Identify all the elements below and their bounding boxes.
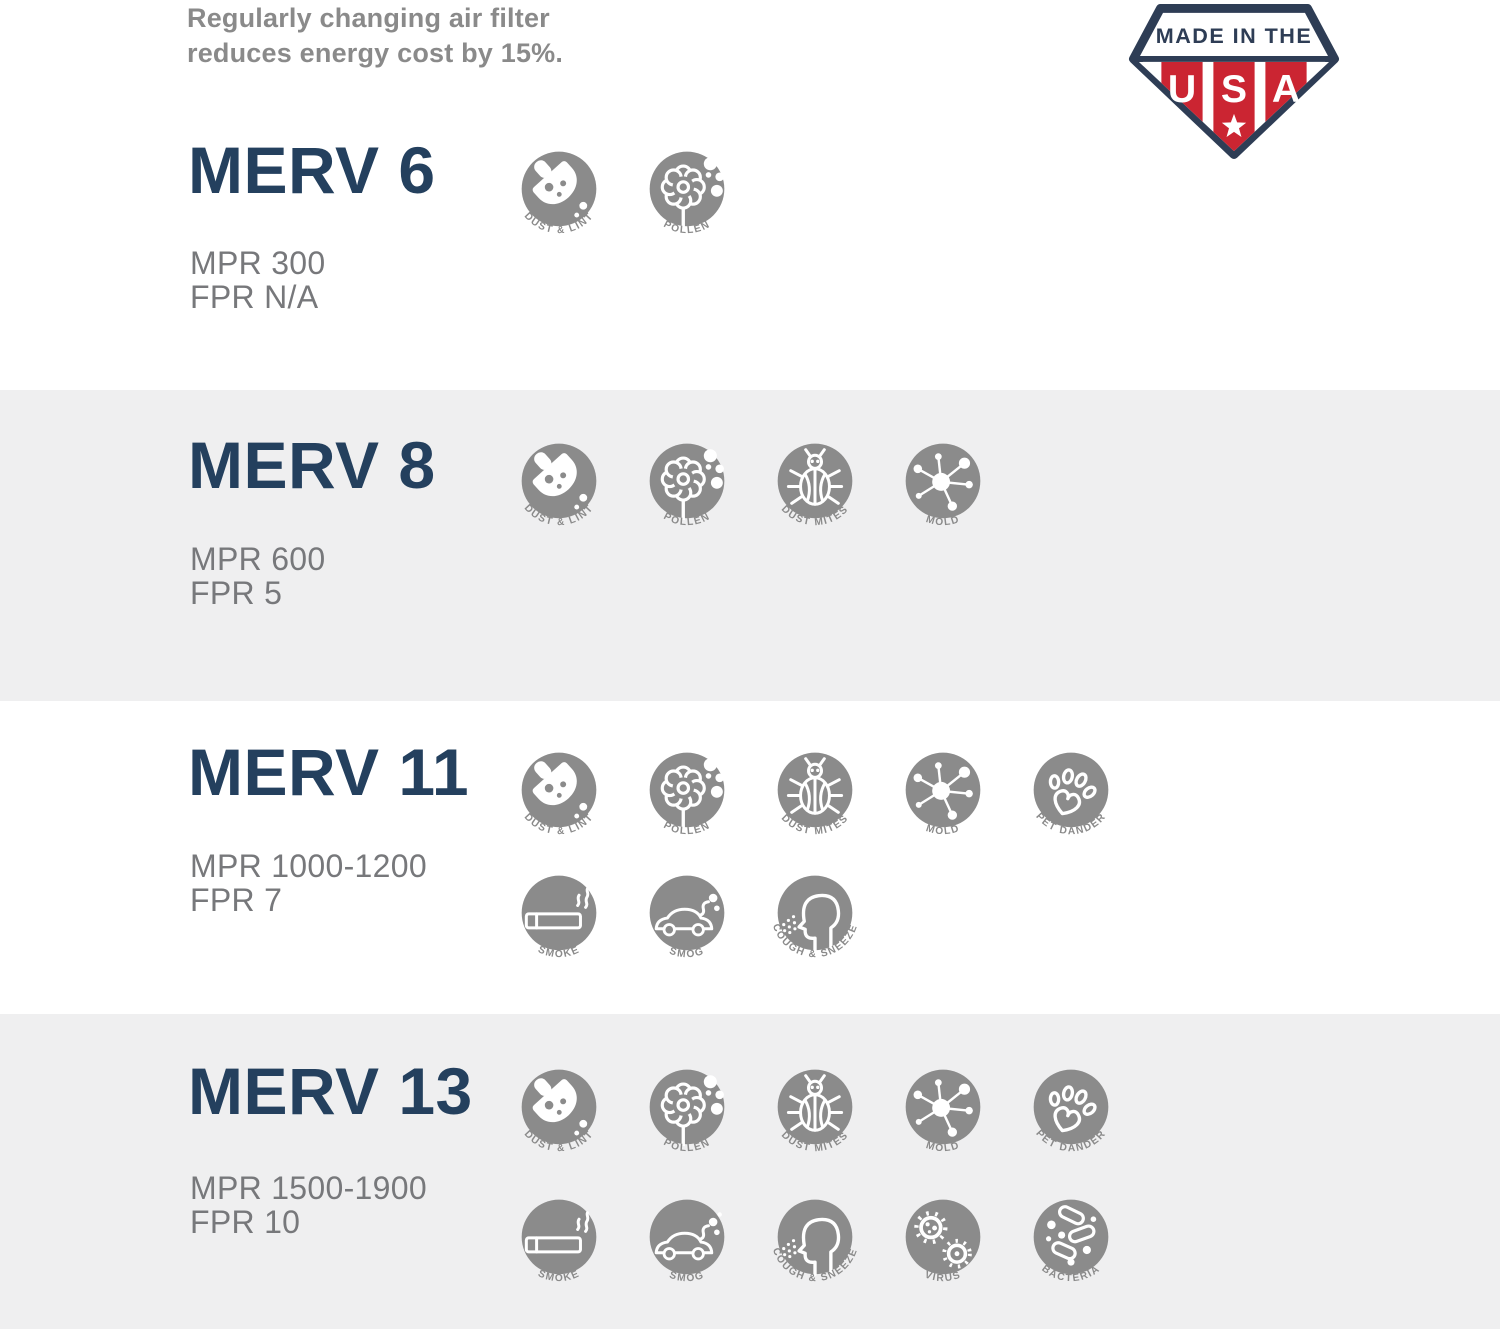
- merv-8-icon-rows: DUST & LINT POLLEN DUST MITES MOLD: [503, 438, 999, 550]
- icon-curved-label: POLLEN: [662, 219, 713, 236]
- icon-row: DUST & LINT POLLEN: [503, 146, 743, 258]
- dust-lint-icon: DUST & LINT: [519, 439, 597, 528]
- mold-icon: MOLD: [905, 752, 981, 837]
- icon-row: SMOKE SMOG COUGH & SNEEZE VIRUS BACTERIA: [503, 1194, 1127, 1306]
- icon-row: SMOKE SMOG COUGH & SNEEZE: [503, 870, 1127, 982]
- merv-11-fpr: FPR 7: [190, 882, 283, 918]
- section-merv-6: Regularly changing air filter reduces en…: [0, 0, 1500, 390]
- icon-curved-label: SMOKE: [536, 944, 582, 960]
- usa-letter-s: S: [1221, 67, 1247, 111]
- icon-curved-label: SMOG: [668, 946, 706, 961]
- merv-13-title: MERV 13: [188, 1054, 473, 1128]
- icon-disc: [1033, 752, 1109, 828]
- icon-disc: [1033, 1069, 1109, 1145]
- pollen-icon: POLLEN: [649, 752, 726, 837]
- section-merv-13: MERV 13 MPR 1500-1900 FPR 10 DUST & LINT…: [0, 1014, 1500, 1329]
- icon-curved-label: SMOKE: [536, 1268, 582, 1284]
- icon-disc: [777, 875, 853, 951]
- cough-sneeze-icon: COUGH & SNEEZE: [770, 875, 859, 960]
- merv-11-specs: MPR 1000-1200 FPR 7: [190, 849, 427, 917]
- icon-curved-label: MOLD: [924, 823, 961, 837]
- merv-11-title: MERV 11: [188, 735, 470, 809]
- usa-badge-banner-text: MADE IN THE: [1156, 23, 1312, 48]
- merv-11-icon-rows: DUST & LINT POLLEN DUST MITES MOLD PET D…: [503, 747, 1127, 982]
- dust-mites-icon: DUST MITES: [777, 1069, 853, 1154]
- usa-letter-u: U: [1168, 67, 1196, 111]
- mold-icon: MOLD: [905, 1069, 981, 1154]
- merv-8-mpr: MPR 600: [190, 541, 326, 577]
- merv-6-specs: MPR 300 FPR N/A: [190, 246, 326, 314]
- cough-sneeze-icon: COUGH & SNEEZE: [770, 1199, 859, 1284]
- merv-8-fpr: FPR 5: [190, 575, 283, 611]
- merv-8-title: MERV 8: [188, 428, 436, 502]
- dust-mites-icon: DUST MITES: [777, 443, 853, 528]
- energy-note-line1: Regularly changing air filter: [187, 3, 550, 33]
- smoke-icon: SMOKE: [521, 875, 597, 960]
- pet-dander-icon: PET DANDER: [1033, 1069, 1109, 1154]
- icon-disc: [649, 875, 725, 951]
- smoke-icon: SMOKE: [521, 1199, 597, 1284]
- icon-curved-label: MOLD: [924, 514, 961, 528]
- mold-icon: MOLD: [905, 443, 981, 528]
- bacteria-icon: BACTERIA: [1033, 1199, 1109, 1284]
- merv-13-mpr: MPR 1500-1900: [190, 1170, 427, 1206]
- merv-6-fpr: FPR N/A: [190, 279, 319, 315]
- pollen-icon: POLLEN: [649, 443, 726, 528]
- icon-disc: [649, 1199, 725, 1275]
- section-merv-8: MERV 8 MPR 600 FPR 5 DUST & LINT POLLEN …: [0, 390, 1500, 701]
- merv-6-title: MERV 6: [188, 133, 436, 207]
- energy-note: Regularly changing air filter reduces en…: [187, 1, 563, 71]
- section-merv-11: MERV 11 MPR 1000-1200 FPR 7 DUST & LINT …: [0, 701, 1500, 1014]
- merv-13-specs: MPR 1500-1900 FPR 10: [190, 1171, 427, 1239]
- icon-row: DUST & LINT POLLEN DUST MITES MOLD PET D…: [503, 747, 1127, 859]
- usa-badge-star-icon: [1221, 113, 1247, 137]
- icon-curved-label: VIRUS: [923, 1270, 963, 1285]
- dust-mites-icon: DUST MITES: [777, 752, 853, 837]
- icon-curved-label: POLLEN: [662, 1137, 713, 1154]
- smog-icon: SMOG: [649, 875, 725, 961]
- merv-11-mpr: MPR 1000-1200: [190, 848, 427, 884]
- pollen-icon: POLLEN: [649, 1069, 726, 1154]
- pollen-icon: POLLEN: [649, 151, 726, 236]
- merv-8-specs: MPR 600 FPR 5: [190, 542, 326, 610]
- dust-lint-icon: DUST & LINT: [519, 147, 597, 236]
- energy-note-line2: reduces energy cost by 15%.: [187, 38, 564, 68]
- made-in-usa-badge: MADE IN THE U S A: [1129, 3, 1339, 160]
- icon-disc: [777, 1199, 853, 1275]
- icon-curved-label: SMOG: [668, 1270, 706, 1285]
- merv-6-icon-rows: DUST & LINT POLLEN: [503, 146, 743, 258]
- icon-row: DUST & LINT POLLEN DUST MITES MOLD: [503, 438, 999, 550]
- dust-lint-icon: DUST & LINT: [519, 1065, 597, 1154]
- icon-row: DUST & LINT POLLEN DUST MITES MOLD PET D…: [503, 1064, 1127, 1176]
- pet-dander-icon: PET DANDER: [1033, 752, 1109, 837]
- smog-icon: SMOG: [649, 1199, 725, 1285]
- virus-icon: VIRUS: [905, 1199, 981, 1285]
- icon-curved-label: POLLEN: [662, 511, 713, 528]
- icon-curved-label: POLLEN: [662, 820, 713, 837]
- merv-6-mpr: MPR 300: [190, 245, 326, 281]
- merv-13-icon-rows: DUST & LINT POLLEN DUST MITES MOLD PET D…: [503, 1064, 1127, 1306]
- usa-letter-a: A: [1272, 67, 1300, 111]
- icon-curved-label: MOLD: [924, 1140, 961, 1154]
- dust-lint-icon: DUST & LINT: [519, 748, 597, 837]
- merv-13-fpr: FPR 10: [190, 1204, 301, 1240]
